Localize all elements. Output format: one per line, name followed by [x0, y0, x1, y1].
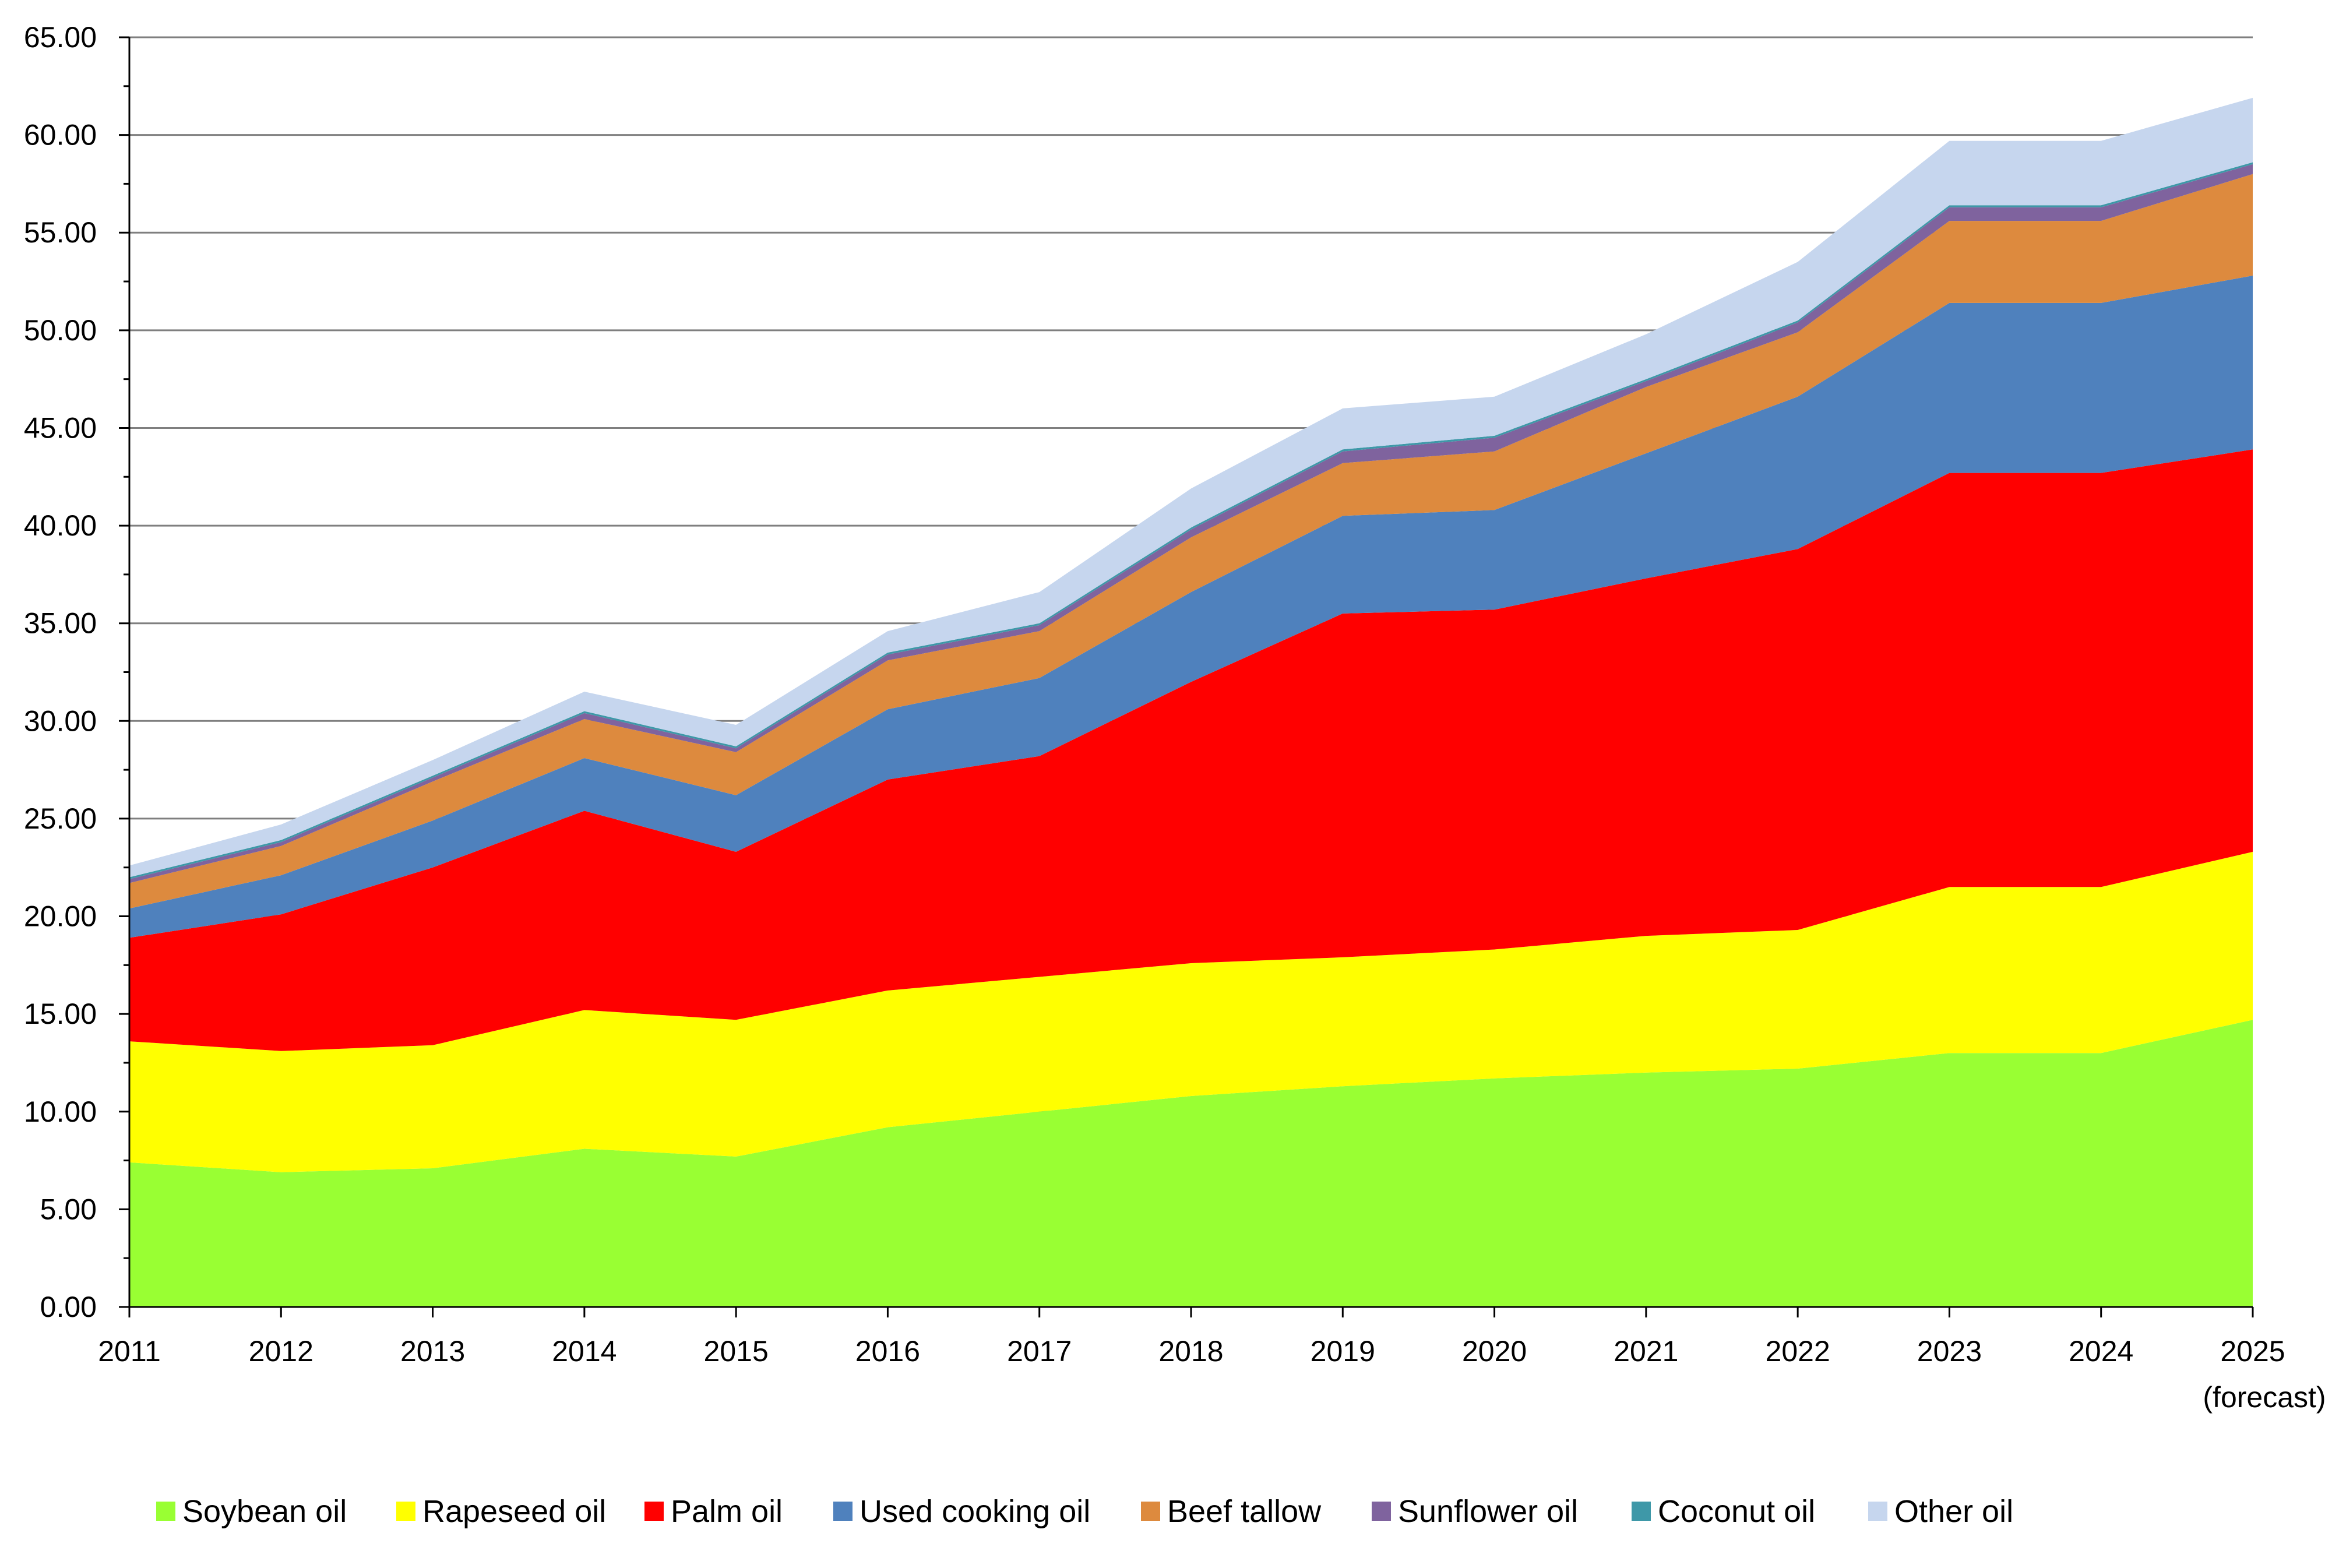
x-tick-label: 2020 — [1462, 1335, 1527, 1368]
legend-label: Sunflower oil — [1398, 1494, 1578, 1529]
legend-item-sunflower-oil: Sunflower oil — [1372, 1494, 1578, 1529]
y-tick-label: 0.00 — [40, 1291, 97, 1323]
x-tick-label: 2024 — [2069, 1335, 2133, 1368]
y-tick-label: 65.00 — [24, 21, 97, 54]
y-tick-label: 55.00 — [24, 216, 97, 249]
y-tick-label: 30.00 — [24, 704, 97, 737]
area-rapeseed-oil — [129, 851, 2253, 1172]
legend-item-other-oil: Other oil — [1868, 1494, 2013, 1529]
y-tick-label: 10.00 — [24, 1095, 97, 1128]
legend-label: Palm oil — [671, 1494, 783, 1529]
x-tick-label: 2014 — [552, 1335, 617, 1368]
x-tick-label: 2011 — [98, 1335, 161, 1368]
x-tick-label: 2019 — [1311, 1335, 1375, 1368]
legend-label: Soybean oil — [182, 1494, 347, 1529]
legend-swatch — [644, 1502, 664, 1521]
y-tick-label: 25.00 — [24, 802, 97, 835]
y-tick-label: 20.00 — [24, 900, 97, 933]
legend-item-soybean-oil: Soybean oil — [156, 1494, 347, 1529]
x-tick-label: 2017 — [1007, 1335, 1072, 1368]
area-used-cooking-oil — [129, 276, 2253, 938]
legend-item-palm-oil: Palm oil — [644, 1494, 783, 1529]
legend-swatch — [1632, 1502, 1651, 1521]
legend-label: Beef tallow — [1167, 1494, 1322, 1529]
area-other-oil — [129, 97, 2253, 878]
legend-label: Other oil — [1894, 1494, 2013, 1529]
area-soybean-oil — [129, 1020, 2253, 1307]
legend-swatch — [1372, 1502, 1391, 1521]
x-tick-label: 2013 — [400, 1335, 465, 1368]
x-tick-label: 2018 — [1158, 1335, 1223, 1368]
y-tick-label: 60.00 — [24, 119, 97, 151]
area-beef-tallow — [129, 174, 2253, 909]
x-tick-label: 2022 — [1766, 1335, 1830, 1368]
y-tick-label: 45.00 — [24, 411, 97, 444]
x-tick-label: 2025 — [2220, 1335, 2285, 1368]
x-tick-label: 2021 — [1614, 1335, 1678, 1368]
series-areas — [129, 97, 2253, 1307]
x-tick-label: 2016 — [855, 1335, 920, 1368]
x-axis-ticks: (forecast) 2011 2012 2013 2014 2015 2016 2017 2… — [98, 1307, 2326, 1414]
y-tick-label: 5.00 — [40, 1193, 97, 1225]
x-tick-note-forecast: (forecast) — [2203, 1381, 2326, 1414]
legend-swatch — [1868, 1502, 1887, 1521]
legend-item-coconut-oil: Coconut oil — [1632, 1494, 1815, 1529]
y-tick-label: 15.00 — [24, 998, 97, 1030]
legend-label: Rapeseed oil — [422, 1494, 606, 1529]
x-tick-label: 2015 — [704, 1335, 769, 1368]
legend-item-rapeseed-oil: Rapeseed oil — [396, 1494, 606, 1529]
x-tick-label: 2012 — [249, 1335, 313, 1368]
area-palm-oil — [129, 449, 2253, 1051]
legend-item-beef-tallow: Beef tallow — [1141, 1494, 1322, 1529]
y-tick-label: 40.00 — [24, 509, 97, 542]
legend-label: Coconut oil — [1658, 1494, 1815, 1529]
legend-swatch — [396, 1502, 415, 1521]
legend-label: Used cooking oil — [859, 1494, 1090, 1529]
y-tick-label: 35.00 — [24, 607, 97, 640]
legend-swatch — [156, 1502, 175, 1521]
y-axis-ticks: 0.00 5.00 10.00 15.00 20.00 25.00 30.00 35.00 40… — [24, 21, 129, 1323]
x-tick-label: 2023 — [1917, 1335, 1982, 1368]
legend: Soybean oil Rapeseed oil Palm oil Used cook… — [156, 1494, 2013, 1529]
y-tick-label: 50.00 — [24, 314, 97, 347]
legend-item-used-cooking-oil: Used cooking oil — [833, 1494, 1090, 1529]
legend-swatch — [833, 1502, 853, 1521]
legend-swatch — [1141, 1502, 1160, 1521]
